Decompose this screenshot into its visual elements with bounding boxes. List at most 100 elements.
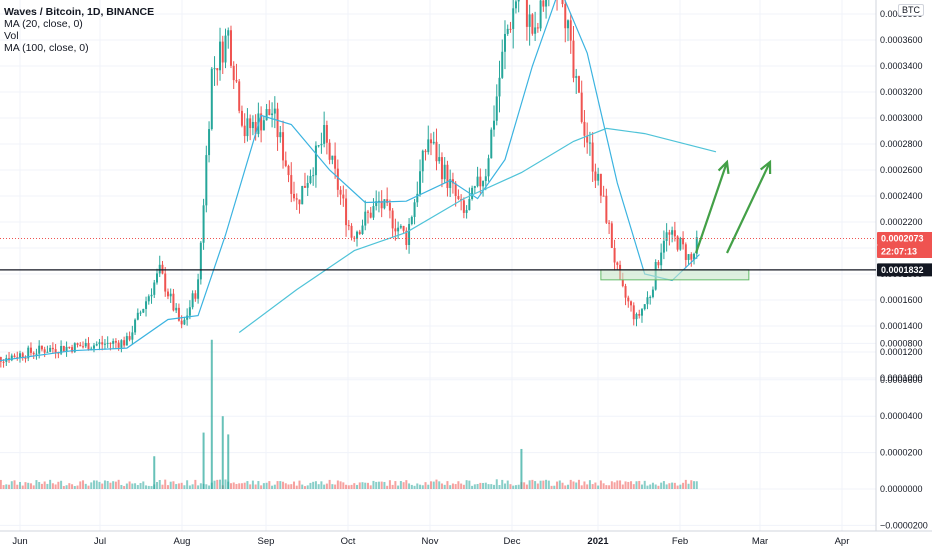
volume-bar — [320, 481, 323, 489]
candle-body — [473, 186, 476, 188]
candle-body — [432, 141, 435, 144]
candle-body — [484, 176, 487, 181]
candle-body — [454, 183, 457, 197]
candle-body — [82, 346, 85, 348]
volume-bar — [391, 484, 394, 489]
price-tick-label: 0.0001200 — [880, 347, 923, 357]
volume-bar — [534, 481, 537, 489]
volume-bar — [287, 484, 290, 489]
candle-body — [279, 132, 282, 138]
volume-bar — [306, 485, 309, 489]
volume-bar — [164, 479, 167, 489]
volume-bar — [260, 485, 263, 489]
volume-bar — [27, 482, 30, 489]
candle-body — [309, 175, 312, 184]
candle-body — [531, 14, 534, 34]
volume-bar — [356, 484, 359, 489]
volume-bar — [188, 485, 191, 489]
volume-bar — [24, 482, 27, 489]
candle-body — [446, 164, 449, 189]
volume-bar — [567, 484, 569, 489]
candle-body — [131, 332, 134, 340]
unit-badge[interactable]: BTC — [898, 4, 924, 16]
volume-bar — [528, 480, 531, 489]
candle-body — [158, 264, 161, 274]
volume-bar — [577, 479, 580, 489]
candle-body — [361, 225, 364, 234]
volume-tick-label: 0.0000000 — [880, 484, 923, 494]
time-tick-label: Jul — [94, 536, 106, 547]
candle-body — [287, 165, 290, 176]
candle-body — [591, 142, 594, 172]
candle-body — [188, 307, 191, 316]
candle-body — [314, 145, 317, 176]
candle-body — [197, 279, 200, 299]
volume-bar — [635, 481, 638, 489]
candle-body — [290, 175, 293, 194]
candle-body — [493, 120, 496, 130]
candle-body — [416, 193, 419, 203]
volume-bar — [545, 479, 548, 489]
volume-bar — [621, 484, 624, 489]
volume-bar — [369, 485, 372, 489]
candle-body — [76, 343, 79, 345]
candle-body — [449, 179, 452, 189]
volume-bar — [54, 484, 57, 489]
volume-spike — [520, 448, 523, 489]
volume-bar — [506, 480, 509, 489]
candle-body — [580, 92, 583, 122]
volume-bar — [495, 479, 498, 489]
candle-body — [65, 346, 68, 352]
candle-body — [27, 347, 30, 359]
candle-body — [682, 238, 685, 245]
candle-body — [147, 296, 150, 302]
volume-bar — [482, 482, 485, 489]
candle-body — [0, 357, 2, 362]
volume-bar — [575, 482, 578, 489]
candle-body — [103, 343, 106, 345]
candle-body — [95, 344, 98, 346]
candle-body — [662, 240, 665, 253]
volume-bar — [556, 481, 559, 489]
candle-body — [575, 76, 578, 78]
volume-bar — [2, 485, 5, 489]
candle-body — [517, 0, 520, 2]
volume-bar — [399, 481, 402, 489]
volume-bar — [493, 484, 496, 489]
volume-bar — [446, 481, 449, 489]
candle-body — [660, 252, 663, 266]
volume-bar — [473, 484, 476, 489]
candle-body — [276, 108, 279, 138]
candle-body — [19, 353, 21, 358]
candle-body — [262, 120, 265, 131]
volume-bar — [610, 481, 613, 489]
candle-body — [605, 195, 608, 223]
volume-bar — [353, 483, 356, 489]
volume-bar — [156, 482, 158, 489]
candle-body — [210, 68, 213, 130]
volume-bar — [432, 481, 435, 489]
candle-body — [476, 176, 479, 187]
candle-body — [35, 353, 38, 355]
volume-bar — [632, 484, 635, 489]
volume-bar — [649, 484, 652, 489]
projection-arrow-2 — [726, 161, 771, 254]
candle-body — [229, 30, 232, 66]
volume-bar — [139, 483, 142, 489]
volume-bar — [183, 485, 186, 489]
candle-body — [306, 183, 309, 188]
candle-body — [120, 340, 123, 348]
candle-body — [21, 353, 24, 358]
candle-body — [462, 200, 465, 213]
volume-bar — [457, 481, 460, 489]
candle-body — [208, 129, 211, 156]
price-tick-label: 0.0003200 — [880, 87, 923, 97]
volume-bar — [660, 482, 663, 489]
candle-body — [145, 301, 148, 309]
candle-body — [336, 168, 339, 190]
candle-body — [465, 210, 468, 213]
candle-body — [273, 108, 276, 114]
